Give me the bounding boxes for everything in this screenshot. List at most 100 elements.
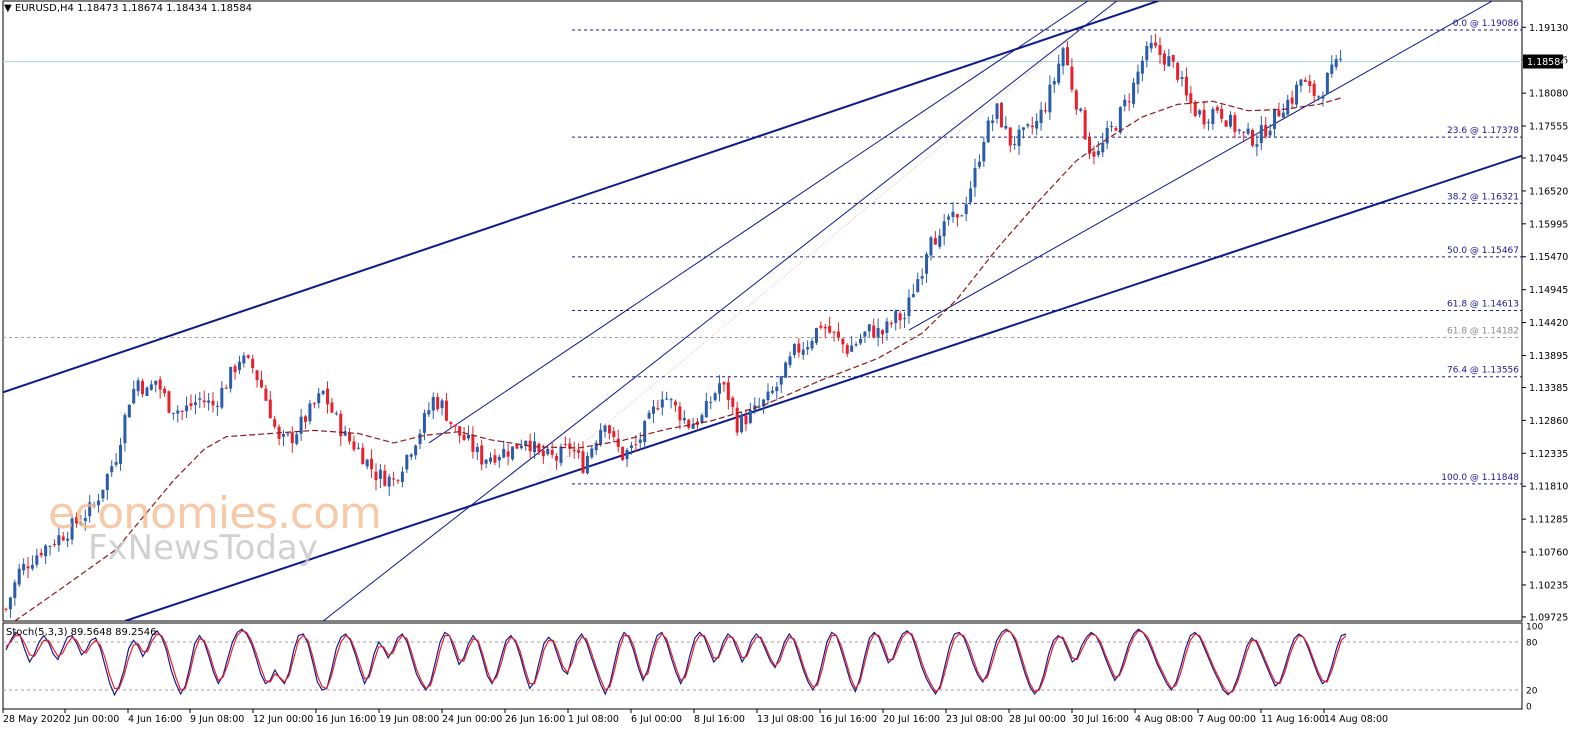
candle-body: [321, 390, 325, 394]
candle-body: [1061, 48, 1065, 67]
current-price-label: 1.18584: [1527, 57, 1566, 68]
candle-body: [387, 476, 391, 487]
price-tick-label: 1.19130: [1529, 23, 1568, 34]
fibonacci-label: 100.0 @ 1.11848: [1441, 473, 1519, 483]
candle-body: [127, 404, 131, 418]
candle-body: [255, 370, 259, 381]
fibonacci-label: 0.0 @ 1.19086: [1453, 19, 1520, 29]
candle-body: [1048, 84, 1052, 113]
candle-body: [158, 379, 162, 390]
candle-body: [431, 397, 435, 411]
time-tick-label: 7 Aug 00:00: [1198, 714, 1256, 725]
candle-body: [1105, 127, 1109, 144]
time-tick-label: 6 Jul 00:00: [631, 714, 682, 725]
candle-body: [810, 341, 814, 349]
fibonacci-label: 50.0 @ 1.15467: [1447, 246, 1519, 256]
inner-channel-lower: [322, 1, 1118, 621]
candle-body: [48, 545, 52, 547]
candle-body: [449, 421, 453, 424]
candle-body: [845, 345, 849, 354]
candle-body: [1101, 142, 1105, 153]
candle-body: [629, 445, 633, 449]
price-tick-label: 1.17555: [1529, 122, 1568, 133]
time-tick-label: 20 Jul 16:00: [883, 714, 940, 725]
candle-body: [1154, 42, 1158, 46]
time-tick-label: 24 Jun 00:00: [442, 714, 502, 725]
candle-body: [973, 167, 977, 188]
candle-body: [1184, 76, 1188, 96]
candle-body: [942, 221, 946, 237]
candle-body: [766, 391, 770, 401]
time-tick-label: 16 Jun 16:00: [316, 714, 376, 725]
candle-body: [202, 400, 206, 403]
candle-body: [1299, 79, 1303, 86]
candle-body: [1026, 124, 1030, 127]
fibonacci-label: 76.4 @ 1.13556: [1447, 366, 1519, 376]
candle-body: [105, 474, 109, 490]
candle-body: [427, 410, 431, 415]
time-tick-label: 13 Jul 08:00: [757, 714, 814, 725]
candle-body: [885, 321, 889, 333]
candle-body: [1110, 125, 1114, 127]
price-tick-label: 1.11810: [1529, 482, 1568, 493]
candle-body: [969, 188, 973, 203]
candle-body: [1052, 81, 1056, 85]
candle-body: [744, 415, 748, 425]
candle-body: [365, 459, 369, 467]
candle-body: [1092, 151, 1096, 157]
candle-body: [145, 387, 149, 396]
candle-body: [101, 489, 105, 499]
candle-body: [167, 391, 171, 413]
candle-body: [762, 399, 766, 407]
candle-body: [497, 456, 501, 461]
candle-body: [39, 552, 43, 556]
candle-body: [330, 402, 334, 413]
candle-body: [828, 326, 832, 333]
retracement-diagonal: [534, 29, 1082, 485]
candle-body: [409, 454, 413, 457]
candle-body: [982, 141, 986, 162]
candle-body: [1273, 108, 1277, 129]
candle-body: [612, 431, 616, 437]
candle-body: [171, 412, 175, 414]
inner-channel-mid: [908, 1, 1494, 331]
candle-body: [1074, 90, 1078, 110]
candle-body: [1066, 47, 1070, 66]
candle-body: [678, 406, 682, 421]
candle-body: [1317, 96, 1321, 98]
candle-body: [1295, 84, 1299, 105]
candle-body: [1189, 93, 1193, 104]
candle-body: [52, 543, 56, 545]
candle-body: [458, 426, 462, 436]
candle-body: [938, 235, 942, 247]
candle-body: [555, 456, 559, 461]
candle-body: [237, 361, 241, 371]
candle-body: [207, 400, 211, 403]
candle-body: [180, 410, 184, 412]
candle-body: [370, 458, 374, 470]
stoch-main-line: [5, 628, 1347, 697]
candle-body: [1096, 150, 1100, 156]
candle-body: [1149, 42, 1153, 49]
extra-level-label: 61.8 @ 1.14182: [1447, 326, 1519, 336]
candle-body: [1259, 125, 1263, 144]
time-tick-label: 23 Jul 08:00: [946, 714, 1003, 725]
candle-body: [308, 403, 312, 422]
candle-body: [1167, 56, 1171, 67]
candle-body: [528, 440, 532, 452]
candle-body: [229, 366, 233, 389]
candle-body: [907, 297, 911, 316]
candle-body: [713, 393, 717, 400]
candle-body: [559, 446, 563, 464]
outer-channel-upper: [3, 1, 1162, 394]
candle-body: [1339, 58, 1343, 60]
candle-body: [1202, 109, 1206, 125]
price-tick-label: 1.12860: [1529, 416, 1568, 427]
candle-body: [876, 328, 880, 338]
candle-body: [1242, 131, 1246, 133]
stochastic-panel-frame: [2, 622, 1523, 710]
candle-body: [1308, 80, 1312, 86]
dropdown-triangle-icon[interactable]: ▼: [4, 3, 12, 14]
outer-channel-lower: [124, 154, 1522, 621]
candle-body: [1228, 114, 1232, 127]
